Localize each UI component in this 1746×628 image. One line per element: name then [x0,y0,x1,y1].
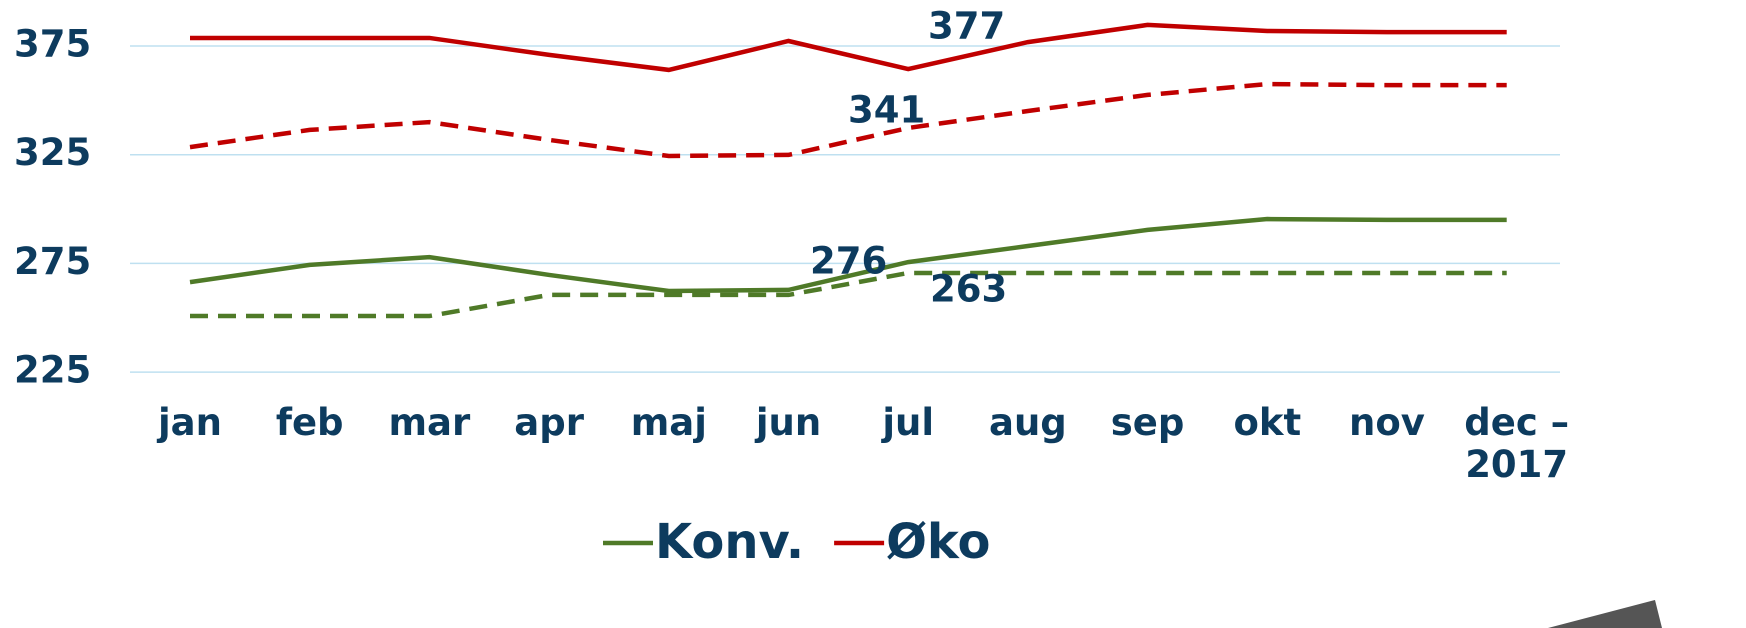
x-tick-label: aug [988,401,1067,444]
x-tick-label: jul [882,401,935,444]
x-tick-label: okt [1233,401,1302,444]
series-line [190,270,1507,319]
x-tick-label: apr [514,401,584,444]
y-tick-label: 275 [14,240,91,283]
legend-label: Øko [886,514,990,570]
annotation: 263 [930,268,1007,311]
annotation: 276 [810,240,887,283]
series-line [190,22,1507,73]
y-tick-label: 225 [14,349,91,392]
annotation: 341 [848,89,925,132]
x-tick-label: mar [388,401,471,444]
legend-label: Konv. [655,514,804,570]
x-tick-label: maj [630,401,707,444]
y-tick-label: 375 [14,23,91,66]
series-line [189,81,1507,159]
x-tick-label: jun [755,401,822,444]
x-tick-label: jan [158,401,222,444]
x-tick-label: feb [275,401,344,444]
x-tick-label: nov [1349,401,1425,444]
annotation: 377 [928,5,1005,48]
series-line [189,216,1507,294]
y-tick-label: 325 [14,131,91,174]
x-tick-label: sep [1110,401,1185,444]
x-tick-label: dec – 2017 [1464,401,1570,486]
decoration [1548,600,1662,628]
